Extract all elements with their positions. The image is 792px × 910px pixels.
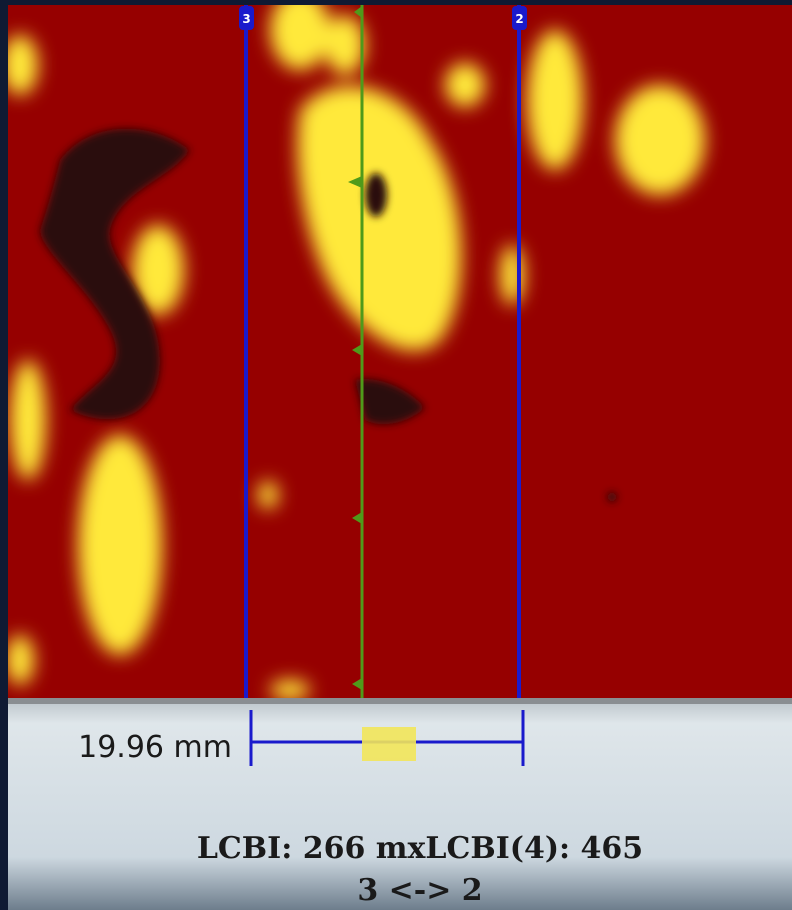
marker-tab[interactable]	[239, 6, 254, 30]
marker-label: 2	[515, 12, 523, 26]
lcbi-indicator	[362, 727, 416, 761]
dark-regions	[40, 128, 617, 502]
lcbi-text: LCBI: 266 mxLCBI(4): 465	[197, 831, 643, 866]
marker-tab[interactable]	[512, 6, 527, 30]
range-text: 3 <-> 2	[357, 873, 482, 908]
chemogram	[8, 5, 792, 698]
marker-label: 3	[242, 12, 250, 26]
catheter-ticks	[348, 6, 362, 690]
lipid-regions	[8, 5, 705, 698]
distance-label: 19.96 mm	[78, 730, 232, 765]
panel-edge	[8, 698, 792, 704]
